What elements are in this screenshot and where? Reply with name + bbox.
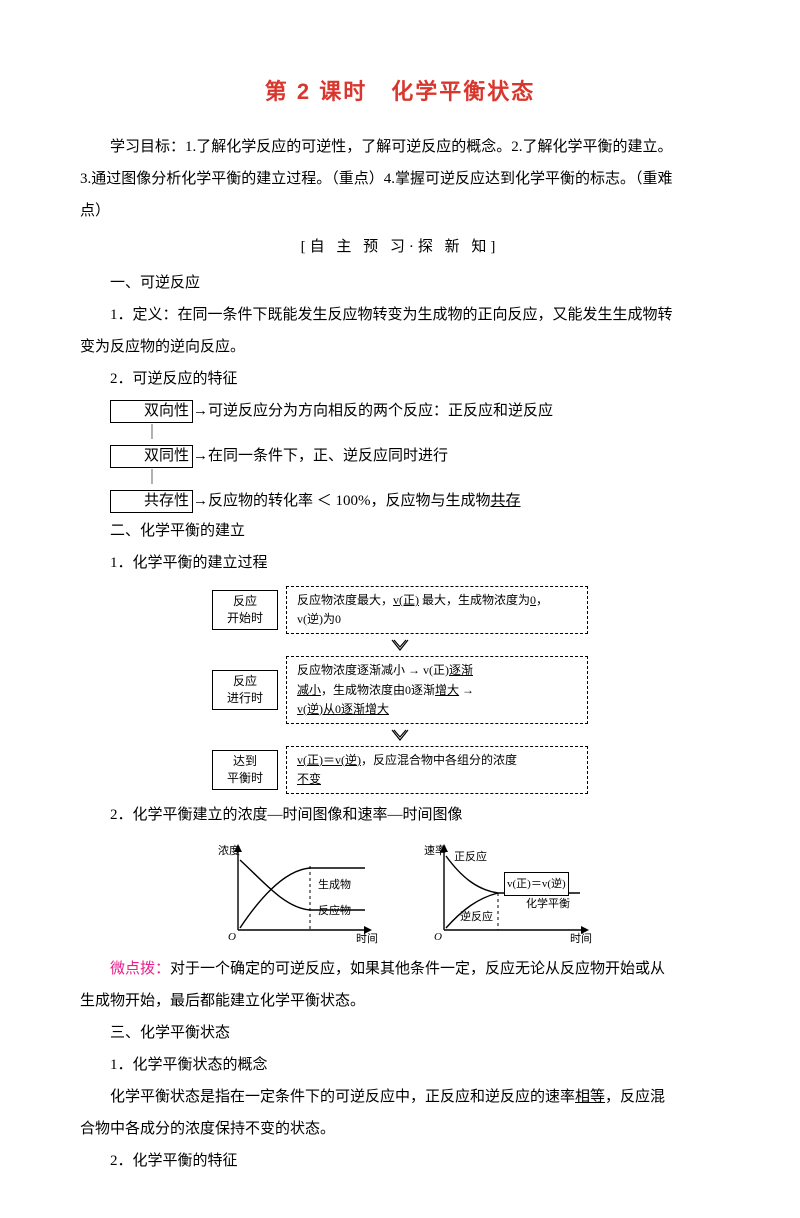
process-node-3: 达到平衡时 bbox=[212, 750, 278, 790]
flow-box-a: 双向性 bbox=[110, 400, 193, 423]
plot2-label-reverse: 逆反应 bbox=[460, 906, 493, 928]
flow-box-c: 共存性 bbox=[110, 490, 193, 513]
intro-p1: 学习目标：1.了解化学反应的可逆性，了解可逆反应的概念。2.了解化学平衡的建立。 bbox=[80, 132, 720, 162]
plot2-yaxis: 速率 bbox=[424, 840, 446, 862]
sec3-def-line2: 合物中各成分的浓度保持不变的状态。 bbox=[80, 1114, 720, 1144]
process-row-2: 反应进行时 反应物浓度逐渐减小 → v(正)逐渐 减小，生成物浓度由0逐渐增大 … bbox=[212, 656, 588, 724]
flow-text-b: →在同一条件下，正、逆反应同时进行 bbox=[193, 448, 448, 464]
sec1-def-tail: 变为反应物的逆向反应。 bbox=[80, 332, 720, 362]
sec3-def-line1: 化学平衡状态是指在一定条件下的可逆反应中，正反应和逆反应的速率相等，反应混 bbox=[80, 1082, 720, 1112]
tip-text-a: 对于一个确定的可逆反应，如果其他条件一定，反应无论从反应物开始或从 bbox=[170, 961, 665, 977]
sec2-p2: 2．化学平衡建立的浓度—时间图像和速率—时间图像 bbox=[80, 800, 720, 830]
page: 第 2 课时 化学平衡状态 学习目标：1.了解化学反应的可逆性，了解可逆反应的概… bbox=[0, 0, 800, 1218]
plot1-xaxis: 时间 bbox=[356, 928, 378, 950]
intro-p3: 点） bbox=[80, 196, 720, 226]
concentration-time-chart: O 浓度 时间 生成物 反应物 bbox=[210, 838, 380, 948]
plot1-yaxis: 浓度 bbox=[218, 840, 240, 862]
rate-time-chart: O 速率 时间 正反应 v(正)＝v(逆) 逆反应 化学平衡 bbox=[420, 838, 590, 948]
sec3-def-underline: 相等 bbox=[575, 1089, 605, 1105]
down-arrow-icon bbox=[370, 638, 430, 652]
sec2-heading: 二、化学平衡的建立 bbox=[80, 516, 720, 546]
plot2-label-forward: 正反应 bbox=[454, 846, 487, 868]
plot1-label-reactant: 反应物 bbox=[318, 900, 351, 922]
process-row-3: 达到平衡时 v(正)＝v(逆)，反应混合物中各组分的浓度不变 bbox=[212, 746, 588, 794]
flow-item-b: 双同性→在同一条件下，正、逆反应同时进行 bbox=[80, 441, 720, 471]
process-desc-2: 反应物浓度逐渐减小 → v(正)逐渐 减小，生成物浓度由0逐渐增大 → v(逆)… bbox=[286, 656, 588, 724]
process-desc-3: v(正)＝v(逆)，反应混合物中各组分的浓度不变 bbox=[286, 746, 588, 794]
sec3-heading: 三、化学平衡状态 bbox=[80, 1018, 720, 1048]
preview-heading: [自 主 预 习·探 新 知] bbox=[80, 232, 720, 262]
process-node-2: 反应进行时 bbox=[212, 670, 278, 710]
sec2-p1: 1．化学平衡的建立过程 bbox=[80, 548, 720, 578]
flow-item-a: 双向性→可逆反应分为方向相反的两个反应：正反应和逆反应 bbox=[80, 396, 720, 426]
plot2-label-equilibrium: 化学平衡 bbox=[526, 893, 570, 915]
sec3-p1: 1．化学平衡状态的概念 bbox=[80, 1050, 720, 1080]
flow-box-b: 双同性 bbox=[110, 445, 193, 468]
plot2-xaxis: 时间 bbox=[570, 928, 592, 950]
plot1-label-product: 生成物 bbox=[318, 874, 351, 896]
flow-item-c: 共存性→反应物的转化率 ＜ 100%，反应物与生成物共存 bbox=[80, 486, 720, 516]
tip-label: 微点拨： bbox=[110, 961, 170, 977]
sec3-p2: 2．化学平衡的特征 bbox=[80, 1146, 720, 1176]
process-desc-1: 反应物浓度最大，v(正) 最大，生成物浓度为0，v(逆)为0 bbox=[286, 586, 588, 634]
flow-pipe-1: ｜ bbox=[80, 426, 720, 441]
svg-text:O: O bbox=[228, 931, 236, 943]
process-node-1: 反应开始时 bbox=[212, 590, 278, 630]
plots-row: O 浓度 时间 生成物 反应物 O bbox=[80, 838, 720, 948]
flow-pipe-2: ｜ bbox=[80, 471, 720, 486]
flow-text-c-a: →反应物的转化率 ＜ 100%，反应物与生成物 bbox=[193, 493, 491, 509]
down-arrow-icon bbox=[370, 728, 430, 742]
sec1-heading: 一、可逆反应 bbox=[80, 268, 720, 298]
flow-text-a: →可逆反应分为方向相反的两个反应：正反应和逆反应 bbox=[193, 403, 553, 419]
flow-text-c-b: 共存 bbox=[491, 493, 521, 509]
sec1-def-lead: 1．定义：在同一条件下既能发生反应物转变为生成物的正向反应，又能发生生成物转 bbox=[80, 300, 720, 330]
page-title: 第 2 课时 化学平衡状态 bbox=[80, 70, 720, 114]
process-diagram: 反应开始时 反应物浓度最大，v(正) 最大，生成物浓度为0，v(逆)为0 反应进… bbox=[80, 586, 720, 794]
tip-line2: 生成物开始，最后都能建立化学平衡状态。 bbox=[80, 986, 720, 1016]
svg-text:O: O bbox=[434, 931, 442, 943]
process-row-1: 反应开始时 反应物浓度最大，v(正) 最大，生成物浓度为0，v(逆)为0 bbox=[212, 586, 588, 634]
sec1-features: 2．可逆反应的特征 bbox=[80, 364, 720, 394]
intro-p2: 3.通过图像分析化学平衡的建立过程。（重点）4.掌握可逆反应达到化学平衡的标志。… bbox=[80, 164, 720, 194]
tip-line1: 微点拨：对于一个确定的可逆反应，如果其他条件一定，反应无论从反应物开始或从 bbox=[80, 954, 720, 984]
